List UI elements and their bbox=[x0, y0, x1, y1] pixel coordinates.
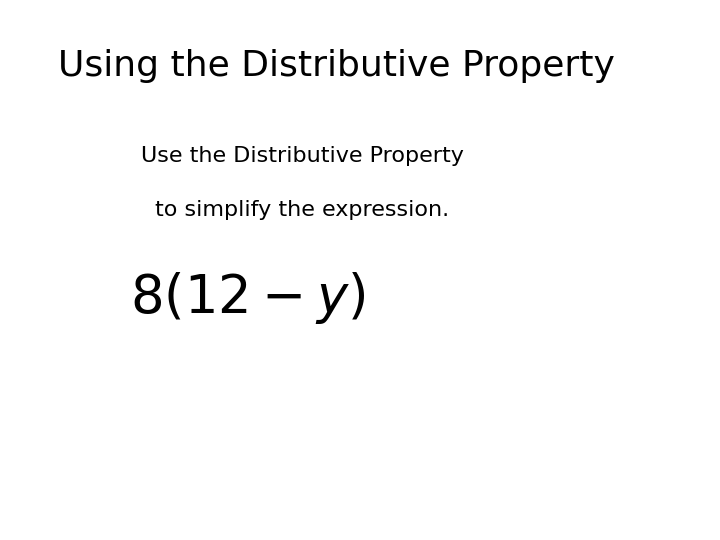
Text: to simplify the expression.: to simplify the expression. bbox=[156, 200, 449, 220]
Text: Use the Distributive Property: Use the Distributive Property bbox=[141, 146, 464, 166]
Text: $8(12-y)$: $8(12-y)$ bbox=[130, 270, 365, 326]
Text: Using the Distributive Property: Using the Distributive Property bbox=[58, 49, 614, 83]
